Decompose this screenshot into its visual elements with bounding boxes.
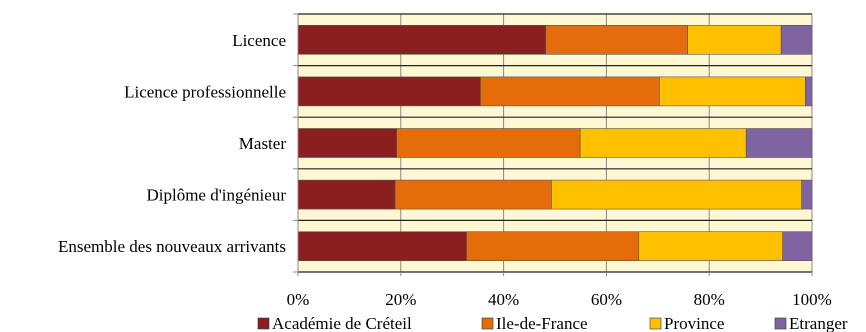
gridlines xyxy=(298,13,813,273)
bar-segment-1-3 xyxy=(394,179,552,210)
bar-segment-0-0 xyxy=(297,24,547,55)
x-tick-label: 60% xyxy=(591,290,622,309)
bar-segment-2-1 xyxy=(659,76,806,107)
legend-swatch xyxy=(481,317,494,330)
bar-segment-3-1 xyxy=(805,76,813,107)
x-tick-label: 20% xyxy=(385,290,416,309)
x-tick-label: 40% xyxy=(488,290,519,309)
bar-segment-0-1 xyxy=(297,76,481,107)
legend-swatch xyxy=(774,317,787,330)
legend-swatch xyxy=(257,317,270,330)
legend-label: Province xyxy=(664,314,724,332)
bars xyxy=(297,24,813,261)
bar-segment-3-2 xyxy=(745,128,813,158)
x-tick-label: 80% xyxy=(694,290,725,309)
bar-segment-0-3 xyxy=(297,179,396,210)
bar-segment-2-2 xyxy=(579,128,747,158)
category-labels: Licence Licence professionnelle Master Dipl… xyxy=(58,13,298,273)
legend-label: Ile-de-France xyxy=(496,314,588,332)
bar-segment-0-2 xyxy=(297,128,397,158)
category-label: Licence professionnelle xyxy=(124,82,286,101)
legend: Académie de Créteil Ile-de-France Province… xyxy=(257,314,848,332)
bar-segment-1-4 xyxy=(466,231,640,261)
x-tick-label: 0% xyxy=(287,290,310,309)
legend-swatch xyxy=(649,317,662,330)
bar-segment-2-3 xyxy=(551,179,803,210)
bar-segment-3-0 xyxy=(780,24,813,55)
bar-segment-2-4 xyxy=(638,231,784,261)
bar-segment-1-1 xyxy=(480,76,660,107)
bar-segment-2-0 xyxy=(687,24,782,55)
category-label: Diplôme d'ingénieur xyxy=(146,186,286,205)
bar-segment-3-3 xyxy=(801,179,813,210)
legend-label: Etranger xyxy=(789,314,848,332)
x-tick-labels: 0% 20% 40% 60% 80% 100% xyxy=(287,272,832,309)
x-tick-label: 100% xyxy=(792,290,832,309)
category-label: Master xyxy=(239,134,287,153)
bar-segment-0-4 xyxy=(297,231,467,261)
legend-label: Académie de Créteil xyxy=(272,314,412,332)
bar-segment-1-0 xyxy=(545,24,688,55)
bar-segment-1-2 xyxy=(396,128,581,158)
category-label: Ensemble des nouveaux arrivants xyxy=(58,237,286,256)
category-label: Licence xyxy=(232,31,286,50)
bar-segment-3-4 xyxy=(782,231,813,261)
